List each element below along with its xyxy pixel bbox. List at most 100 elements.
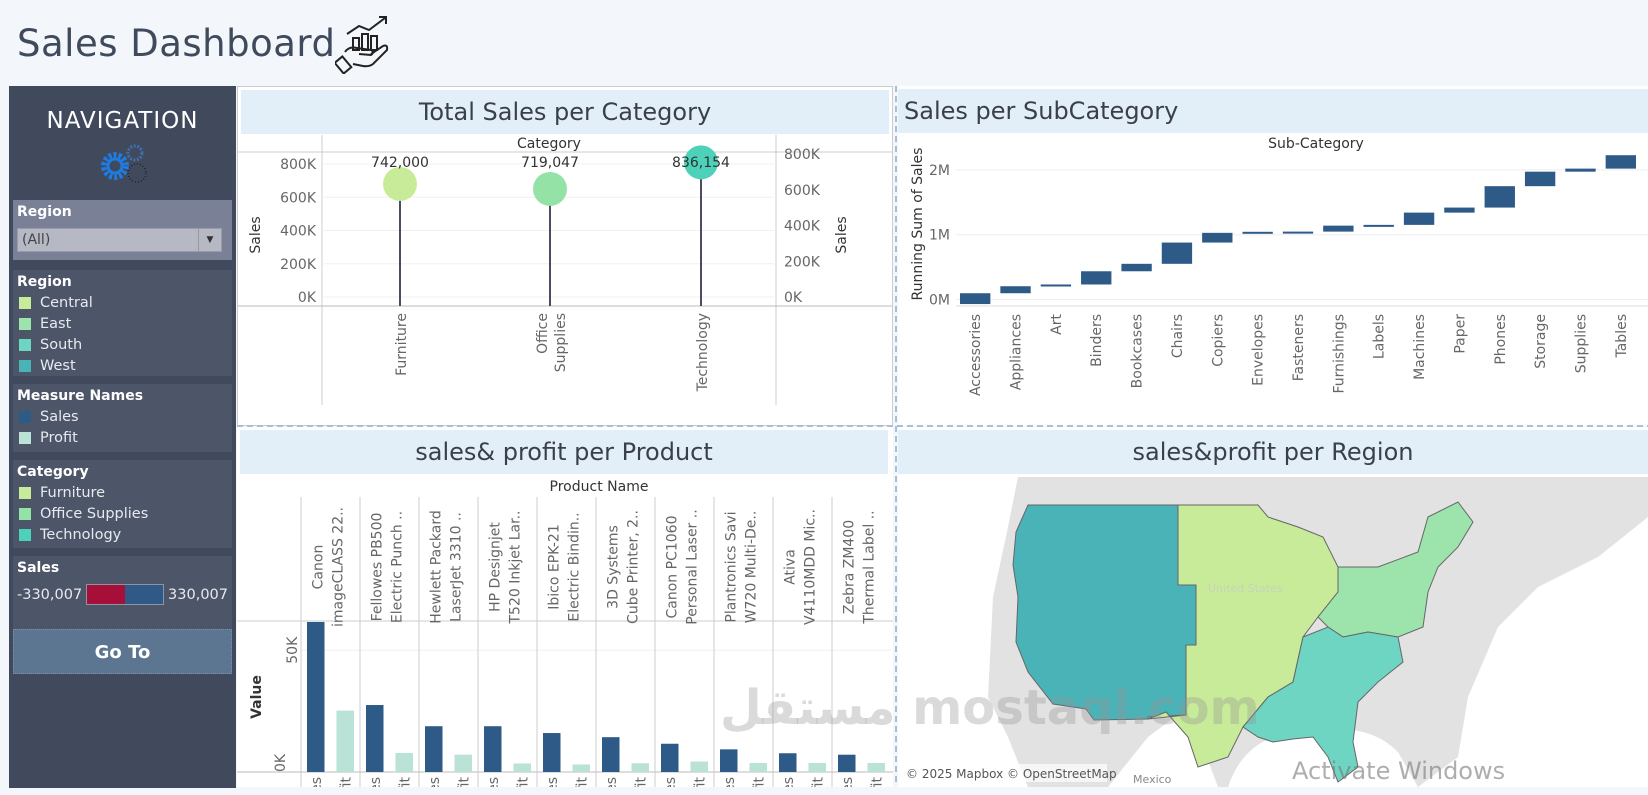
x-tick-label: Phones	[1493, 314, 1509, 365]
water-gulf	[1228, 729, 1418, 787]
product-label: Plantronics Savi	[724, 511, 740, 622]
measure-label: Profit	[751, 777, 767, 787]
x-tick-label: Storage	[1533, 314, 1549, 369]
x-tick-label: Appliances	[1009, 314, 1025, 390]
legend-item-sales[interactable]: Sales	[13, 406, 232, 427]
measure-label: Sales	[781, 777, 797, 787]
y-tick: 0M	[929, 293, 950, 309]
region-south	[1242, 626, 1404, 783]
y-tick-right: 200K	[784, 254, 821, 270]
x-tick-label: Chairs	[1170, 314, 1186, 358]
go-to-button[interactable]: Go To	[13, 629, 232, 674]
measure-label: Profit	[692, 777, 708, 787]
legend-item-east[interactable]: East	[13, 313, 232, 334]
product-label: Canon PC1060	[665, 516, 681, 619]
y-tick-right: 400K	[784, 219, 821, 235]
region-dropdown[interactable]: (All) ▼	[17, 228, 222, 252]
bar-profit	[395, 753, 413, 772]
bar-profit	[513, 763, 531, 772]
column-header: Category	[517, 136, 581, 152]
bar-profit	[572, 764, 590, 772]
measure-label: Profit	[456, 777, 472, 787]
bar-sales	[543, 733, 561, 772]
y-tick-left: 0K	[298, 290, 317, 306]
waterfall-bar	[1403, 212, 1435, 225]
sales-color-legend: Sales -330,007 330,007	[13, 556, 232, 638]
y-tick: 2M	[929, 163, 950, 179]
panel-title: Total Sales per Category	[241, 90, 889, 134]
legend-item-profit[interactable]: Profit	[13, 427, 232, 448]
product-label: imageCLASS 22..	[331, 507, 347, 627]
dashboard-header: Sales Dashboard	[0, 0, 1648, 86]
product-label: Personal Laser ..	[685, 509, 701, 624]
product-label: Canon	[311, 545, 327, 590]
legend-item-west[interactable]: West	[13, 355, 232, 376]
product-label: Electric Punch ..	[390, 511, 406, 623]
data-label: 719,047	[521, 155, 579, 171]
product-label: 3D Systems	[606, 525, 622, 609]
x-tick-label: Furniture	[394, 313, 410, 376]
legend-label: Central	[40, 294, 93, 311]
waterfall-bar	[1605, 155, 1636, 169]
waterfall-bar	[1161, 242, 1193, 264]
product-label: V4110MDD Mic..	[803, 509, 819, 625]
panel-divider	[895, 86, 897, 786]
product-label: Cube Printer, 2..	[626, 510, 642, 624]
data-label: 742,000	[371, 155, 429, 171]
bar-sales	[425, 726, 443, 772]
legend-title: Measure Names	[17, 388, 144, 404]
data-label: 836,154	[672, 155, 730, 171]
x-tick-label: Supplies	[553, 313, 569, 372]
bar-profit	[690, 761, 708, 772]
swatch	[19, 528, 31, 541]
y-tick-right: 0K	[784, 290, 803, 306]
region-legend: Region Central East South West	[13, 270, 232, 376]
y-tick-right: 800K	[784, 147, 821, 163]
y-axis-label: Value	[249, 675, 265, 719]
swatch	[19, 431, 31, 444]
map-attribution[interactable]: © 2025 Mapbox © OpenStreetMap	[906, 767, 1117, 781]
lollipop-dot	[684, 145, 718, 180]
y-tick-right: 600K	[784, 183, 821, 199]
legend-label: Furniture	[40, 484, 106, 501]
legend-item-technology[interactable]: Technology	[13, 524, 232, 545]
legend-item-furniture[interactable]: Furniture	[13, 482, 232, 503]
y-tick-left: 800K	[280, 157, 317, 173]
swatch	[19, 338, 31, 351]
x-tick-label: Paper	[1452, 314, 1468, 354]
waterfall-bar	[1323, 225, 1354, 232]
region-map[interactable]: United States Mexico © 2025 Mapbox © Ope…	[898, 477, 1648, 787]
lollipop-dot	[383, 166, 417, 201]
gears-icon	[101, 144, 147, 183]
bar-sales	[602, 737, 620, 772]
legend-title: Sales	[17, 560, 60, 576]
map-label-country: United States	[1208, 582, 1283, 595]
measure-label: Profit	[397, 777, 413, 787]
bar-profit	[867, 762, 885, 772]
measure-label: Sales	[486, 777, 502, 787]
x-tick-label: Binders	[1089, 314, 1105, 367]
activate-windows-notice: Activate Windows	[1292, 757, 1506, 785]
measure-label: Sales	[427, 777, 443, 787]
bar-sales	[838, 754, 856, 772]
column-header: Sub-Category	[1268, 136, 1364, 152]
product-label: Hewlett Packard	[429, 510, 445, 623]
bar-profit	[454, 754, 472, 772]
x-tick-label: Furnishings	[1331, 314, 1347, 394]
legend-item-office-supplies[interactable]: Office Supplies	[13, 503, 232, 524]
measure-names-legend: Measure Names Sales Profit	[13, 384, 232, 452]
measure-label: Profit	[515, 777, 531, 787]
legend-item-central[interactable]: Central	[13, 292, 232, 313]
bar-sales	[661, 743, 679, 772]
swatch	[19, 296, 31, 309]
legend-label: Profit	[40, 429, 78, 446]
waterfall-bar	[1565, 168, 1596, 172]
region-east	[1317, 501, 1474, 638]
region-filter: Region (All) ▼	[13, 200, 232, 260]
x-tick-label: Technology	[695, 313, 711, 392]
chevron-down-icon[interactable]: ▼	[198, 229, 221, 251]
legend-item-south[interactable]: South	[13, 334, 232, 355]
sales-min: -330,007	[17, 586, 83, 603]
waterfall-bar	[1242, 231, 1273, 234]
